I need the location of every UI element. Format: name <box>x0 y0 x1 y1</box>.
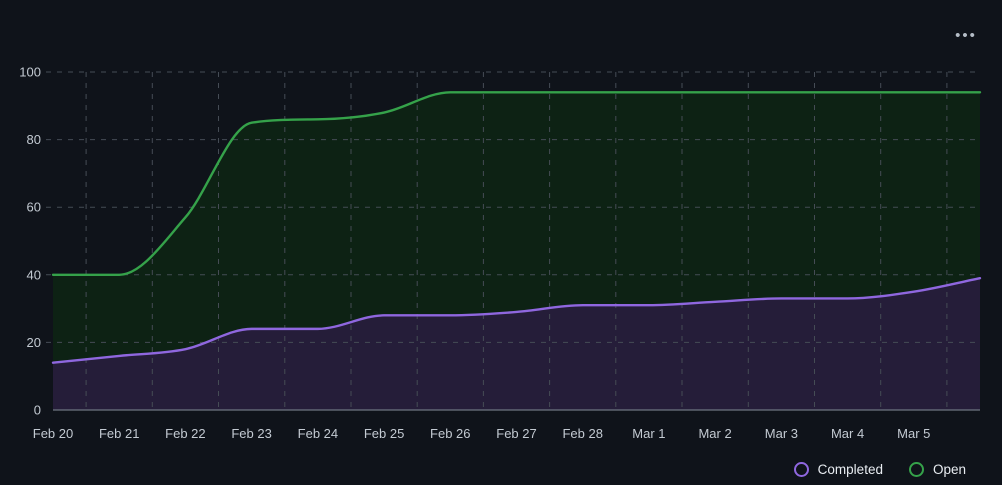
completed-series-marker-icon <box>793 461 809 477</box>
more-options-button[interactable]: ••• <box>952 26 980 46</box>
y-axis-tick-label: 100 <box>19 65 41 80</box>
x-axis-tick-label: Mar 5 <box>897 426 930 441</box>
x-axis-tick-label: Feb 25 <box>364 426 404 441</box>
x-axis-tick-label: Mar 3 <box>765 426 798 441</box>
y-axis-tick-label: 20 <box>27 335 41 350</box>
open-line-series <box>51 91 982 277</box>
x-axis-tick-label: Feb 28 <box>562 426 602 441</box>
x-axis-tick-label: Feb 23 <box>231 426 271 441</box>
legend-label-completed: Completed <box>817 461 883 477</box>
legend-label-open: Open <box>932 461 966 477</box>
y-axis-tick-label: 60 <box>27 200 41 215</box>
x-axis-tick-label: Mar 1 <box>632 426 665 441</box>
y-axis-tick-label: 40 <box>27 267 41 282</box>
legend-item-open[interactable]: Open <box>908 461 966 477</box>
x-axis-tick-label: Feb 21 <box>99 426 139 441</box>
open-series-marker-icon <box>908 461 924 477</box>
x-axis-tick-label: Feb 24 <box>298 426 338 441</box>
x-axis-tick-label: Feb 26 <box>430 426 470 441</box>
x-axis-tick-label: Feb 22 <box>165 426 205 441</box>
x-axis-tick-label: Mar 2 <box>698 426 731 441</box>
chart-legend: Completed Open <box>793 458 966 480</box>
completed-area-series <box>53 278 980 410</box>
x-axis-tick-label: Feb 27 <box>496 426 536 441</box>
y-axis-tick-label: 80 <box>27 132 41 147</box>
legend-item-completed[interactable]: Completed <box>793 461 883 477</box>
kebab-horizontal-icon: ••• <box>955 27 977 44</box>
completed-line-series <box>51 276 982 364</box>
y-axis-tick-label: 0 <box>34 403 41 418</box>
x-axis-tick-label: Feb 20 <box>33 426 73 441</box>
x-axis-tick-label: Mar 4 <box>831 426 864 441</box>
